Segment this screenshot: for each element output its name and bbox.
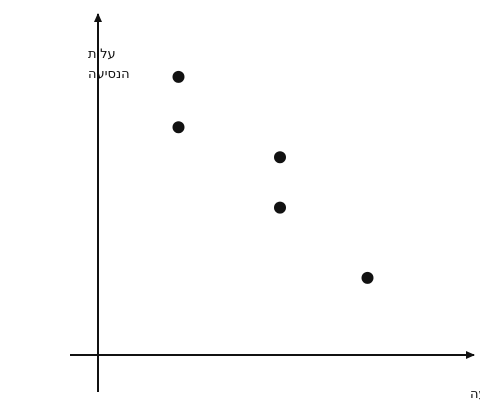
- data-point-3: [274, 151, 286, 164]
- data-points: [172, 70, 374, 284]
- data-point-1: [172, 70, 185, 83]
- y-axis-label-line-2: הנסיעה: [88, 67, 130, 82]
- x-axis-label: זמן הנסיעה: [470, 387, 480, 402]
- data-point-4: [274, 201, 286, 214]
- data-point-5: [361, 271, 374, 284]
- data-point-2: [172, 121, 185, 134]
- y-axis-label-line-1: עלות: [88, 47, 116, 62]
